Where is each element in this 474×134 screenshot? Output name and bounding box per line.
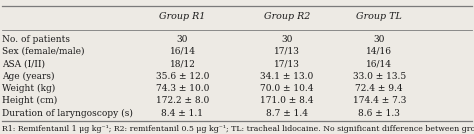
Text: 34.1 ± 13.0: 34.1 ± 13.0 xyxy=(260,72,313,81)
Text: 33.0 ± 13.5: 33.0 ± 13.5 xyxy=(353,72,406,81)
Text: 30: 30 xyxy=(177,34,188,44)
Text: 8.6 ± 1.3: 8.6 ± 1.3 xyxy=(358,109,400,118)
Text: 30: 30 xyxy=(281,34,292,44)
Text: 35.6 ± 12.0: 35.6 ± 12.0 xyxy=(156,72,209,81)
Text: R1: Remifentanil 1 μg kg⁻¹; R2: remifentanil 0.5 μg kg⁻¹; TL: tracheal lidocaine: R1: Remifentanil 1 μg kg⁻¹; R2: remifent… xyxy=(2,125,474,133)
Text: Height (cm): Height (cm) xyxy=(2,96,58,105)
Text: Age (years): Age (years) xyxy=(2,71,55,81)
Text: 16/14: 16/14 xyxy=(366,59,392,68)
Text: 70.0 ± 10.4: 70.0 ± 10.4 xyxy=(260,84,313,93)
Text: Group TL: Group TL xyxy=(356,12,402,21)
Text: Sex (female/male): Sex (female/male) xyxy=(2,47,85,56)
Text: 174.4 ± 7.3: 174.4 ± 7.3 xyxy=(353,96,406,105)
Text: 8.7 ± 1.4: 8.7 ± 1.4 xyxy=(266,109,308,118)
Text: 30: 30 xyxy=(374,34,385,44)
Text: 16/14: 16/14 xyxy=(170,47,195,56)
Text: 14/16: 14/16 xyxy=(366,47,392,56)
Text: 18/12: 18/12 xyxy=(170,59,195,68)
Text: 171.0 ± 8.4: 171.0 ± 8.4 xyxy=(260,96,313,105)
Text: Group R1: Group R1 xyxy=(159,12,206,21)
Text: ASA (I/II): ASA (I/II) xyxy=(2,59,46,68)
Text: 72.4 ± 9.4: 72.4 ± 9.4 xyxy=(356,84,403,93)
Text: No. of patients: No. of patients xyxy=(2,34,70,44)
Text: 8.4 ± 1.1: 8.4 ± 1.1 xyxy=(162,109,203,118)
Text: Group R2: Group R2 xyxy=(264,12,310,21)
Text: 74.3 ± 10.0: 74.3 ± 10.0 xyxy=(156,84,209,93)
Text: 17/13: 17/13 xyxy=(274,47,300,56)
Text: Weight (kg): Weight (kg) xyxy=(2,84,55,93)
Text: 17/13: 17/13 xyxy=(274,59,300,68)
Text: Duration of laryngoscopy (s): Duration of laryngoscopy (s) xyxy=(2,109,133,118)
Text: 172.2 ± 8.0: 172.2 ± 8.0 xyxy=(156,96,209,105)
